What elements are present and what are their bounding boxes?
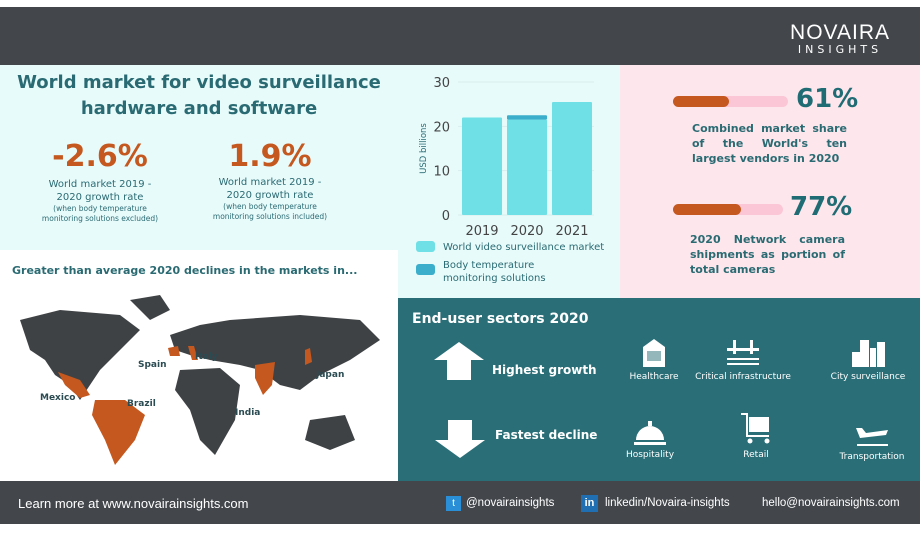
market-bar-chart: 0 10 20 30 USD billions 2019 2020 2021 World vid… bbox=[416, 76, 604, 284]
legend-label: Body temperature monitoring solutions bbox=[443, 260, 546, 284]
stat-caption: World market 2019 - 2020 growth rate bbox=[218, 177, 322, 201]
map-panel: Greater than average 2020 declines in th… bbox=[0, 250, 398, 481]
spain-region bbox=[168, 346, 180, 356]
logo-line1: NOVAIRA bbox=[790, 21, 890, 44]
end-user-sectors-panel: End-user sectors 2020 Highest growth Fas… bbox=[398, 298, 920, 481]
kpi-text: Combined market share of the World's ten… bbox=[692, 122, 847, 165]
kpi-bar bbox=[673, 96, 788, 107]
highest-growth-label: Highest growth bbox=[492, 363, 597, 377]
bar-2020 bbox=[507, 119, 547, 215]
x-tick-label: 2019 bbox=[465, 224, 498, 239]
africa bbox=[175, 368, 240, 455]
sector-transportation: Transportation bbox=[812, 420, 920, 462]
y-tick-label: 30 bbox=[433, 76, 450, 91]
kpi-value: 77% bbox=[790, 192, 853, 222]
map-label-india: India bbox=[235, 408, 260, 418]
kpi-bar-fill bbox=[673, 96, 730, 107]
twitter-icon: t bbox=[446, 496, 461, 511]
footer: Learn more at www.novairainsights.com t … bbox=[0, 481, 920, 524]
y-axis-label: USD billions bbox=[419, 123, 429, 174]
japan-region bbox=[305, 348, 312, 365]
sector-label: Hospitality bbox=[625, 450, 675, 460]
eurasia bbox=[170, 315, 380, 390]
world-map: Spain Italy Japan Mexico Brazil India bbox=[20, 295, 380, 465]
website-link[interactable]: Learn more at www.novairainsights.com bbox=[18, 496, 249, 511]
stat-excluded: -2.6% World market 2019 - 2020 growth ra… bbox=[20, 139, 180, 224]
legend-swatch bbox=[416, 241, 435, 252]
legend-label: World video surveillance market bbox=[443, 242, 604, 253]
linkedin-link[interactable]: linkedin/Novaira-insights bbox=[605, 497, 730, 509]
kpi-text: 2020 Network camera shipments as portion… bbox=[690, 233, 845, 276]
growth-panel: World market for video surveillance hard… bbox=[0, 65, 398, 250]
sector-healthcare: Healthcare bbox=[594, 338, 714, 382]
sector-city-surveillance: City surveillance bbox=[808, 338, 920, 382]
twitter-link[interactable]: @novairainsights bbox=[466, 497, 555, 509]
market-chart-panel: 0 10 20 30 USD billions 2019 2020 2021 World vid… bbox=[398, 65, 620, 298]
sector-label: City surveillance bbox=[830, 372, 906, 382]
bar-2021 bbox=[552, 101, 592, 215]
city-buildings-icon bbox=[852, 340, 885, 367]
y-tick-label: 10 bbox=[433, 165, 450, 180]
sector-label: Healthcare bbox=[629, 372, 679, 382]
map-label-japan: Japan bbox=[315, 370, 344, 380]
north-america bbox=[20, 310, 140, 400]
stat-note: (when body temperature monitoring soluti… bbox=[212, 202, 328, 221]
fastest-decline-label: Fastest decline bbox=[495, 428, 598, 442]
shopping-cart-icon bbox=[741, 413, 770, 444]
x-tick-label: 2021 bbox=[555, 224, 588, 239]
kpi-value: 61% bbox=[796, 84, 859, 114]
stat-note: (when body temperature monitoring soluti… bbox=[41, 204, 159, 223]
brazil-region bbox=[92, 400, 145, 465]
greenland bbox=[130, 295, 170, 320]
kpi-bar bbox=[673, 204, 783, 215]
stat-value: 1.9% bbox=[228, 139, 312, 174]
logo: NOVAIRA INSIGHTS bbox=[790, 21, 890, 56]
y-tick-label: 20 bbox=[433, 120, 450, 135]
australia bbox=[305, 415, 355, 450]
kpi-panel: 61% Combined market share of the World's… bbox=[620, 65, 920, 298]
hospital-icon bbox=[643, 339, 665, 367]
header-bar: NOVAIRA INSIGHTS bbox=[0, 7, 920, 65]
sectors-title: End-user sectors 2020 bbox=[412, 311, 589, 327]
kpi-bar-fill bbox=[673, 204, 741, 215]
bar-2020 bbox=[507, 115, 547, 120]
logo-line2: INSIGHTS bbox=[797, 43, 883, 56]
sector-label: Retail bbox=[743, 450, 769, 460]
sector-label: Transportation bbox=[839, 452, 905, 462]
map-label-spain: Spain bbox=[138, 360, 167, 370]
map-label-mexico: Mexico bbox=[40, 393, 75, 403]
arrow-down-icon bbox=[435, 420, 485, 458]
sector-retail: Retail bbox=[696, 412, 816, 460]
email-link[interactable]: hello@novairainsights.com bbox=[762, 497, 900, 509]
legend-swatch bbox=[416, 264, 435, 275]
map-title: Greater than average 2020 declines in th… bbox=[12, 264, 358, 277]
stat-caption: World market 2019 - 2020 growth rate bbox=[48, 179, 152, 203]
bridge-icon bbox=[727, 340, 759, 365]
sector-label: Critical infrastructure bbox=[695, 372, 791, 382]
linkedin-icon: in bbox=[581, 495, 598, 512]
stat-value: -2.6% bbox=[52, 139, 148, 174]
map-label-brazil: Brazil bbox=[127, 399, 156, 409]
x-tick-label: 2020 bbox=[510, 224, 543, 239]
bar-2019 bbox=[462, 117, 502, 215]
airplane-icon bbox=[856, 428, 888, 446]
page-title: World market for video surveillance hard… bbox=[17, 72, 381, 119]
sector-hospitality: Hospitality bbox=[590, 418, 710, 460]
service-bell-icon bbox=[634, 421, 666, 445]
y-tick-label: 0 bbox=[442, 209, 450, 224]
mexico-region bbox=[58, 372, 90, 398]
italy-region bbox=[188, 346, 198, 360]
india-region bbox=[255, 362, 275, 395]
sector-critical-infrastructure: Critical infrastructure bbox=[683, 338, 803, 382]
map-label-italy: Italy bbox=[195, 352, 218, 362]
stat-included: 1.9% World market 2019 - 2020 growth rat… bbox=[190, 139, 350, 222]
arrow-up-icon bbox=[434, 342, 484, 380]
